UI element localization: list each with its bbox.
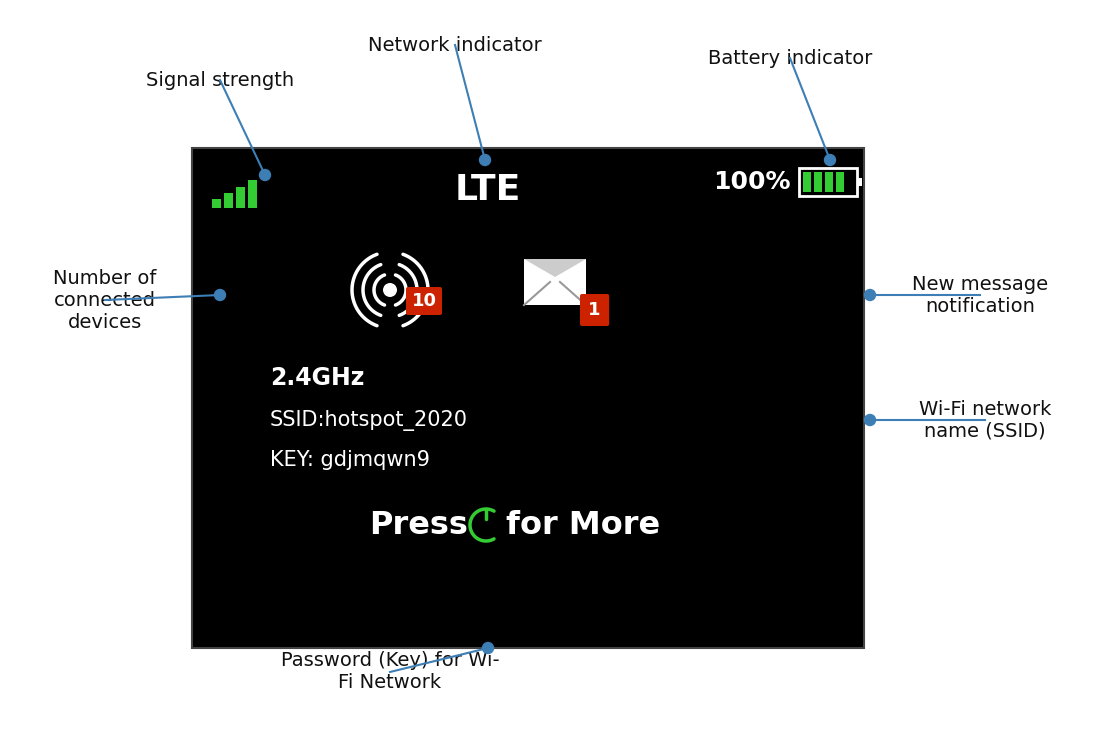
Text: for More: for More: [506, 509, 661, 540]
Text: 100%: 100%: [714, 170, 791, 194]
Circle shape: [383, 283, 397, 297]
Circle shape: [864, 290, 875, 301]
Text: KEY: gdjmqwn9: KEY: gdjmqwn9: [270, 450, 430, 470]
Polygon shape: [524, 259, 586, 277]
FancyBboxPatch shape: [580, 294, 609, 326]
Bar: [857, 178, 862, 186]
Text: New message
notification: New message notification: [912, 274, 1049, 315]
Bar: [224, 193, 234, 208]
Circle shape: [824, 155, 835, 166]
Bar: [825, 172, 833, 192]
Bar: [524, 259, 586, 305]
Text: Press: Press: [369, 509, 468, 540]
Text: 2.4GHz: 2.4GHz: [270, 366, 365, 390]
Text: Password (Key) for Wi-
Fi Network: Password (Key) for Wi- Fi Network: [280, 652, 499, 693]
Circle shape: [259, 170, 270, 181]
Circle shape: [483, 643, 494, 654]
Text: 1: 1: [588, 301, 600, 319]
Circle shape: [215, 290, 226, 301]
Text: Battery indicator: Battery indicator: [708, 49, 872, 68]
Bar: [836, 172, 844, 192]
Text: Signal strength: Signal strength: [146, 71, 294, 89]
Bar: [814, 172, 822, 192]
Bar: [803, 172, 811, 192]
Bar: [800, 168, 857, 196]
Text: LTE: LTE: [455, 173, 520, 207]
Bar: [212, 199, 221, 208]
Bar: [236, 187, 245, 208]
Bar: [192, 148, 864, 648]
Text: 10: 10: [411, 292, 437, 310]
Circle shape: [864, 414, 875, 425]
Text: Wi-Fi network
name (SSID): Wi-Fi network name (SSID): [919, 399, 1051, 441]
Circle shape: [479, 155, 490, 166]
FancyBboxPatch shape: [406, 287, 441, 315]
Text: Number of
connected
devices: Number of connected devices: [53, 268, 157, 332]
Text: Network indicator: Network indicator: [368, 35, 542, 55]
Bar: [248, 180, 257, 208]
Text: SSID:hotspot_2020: SSID:hotspot_2020: [270, 410, 468, 430]
